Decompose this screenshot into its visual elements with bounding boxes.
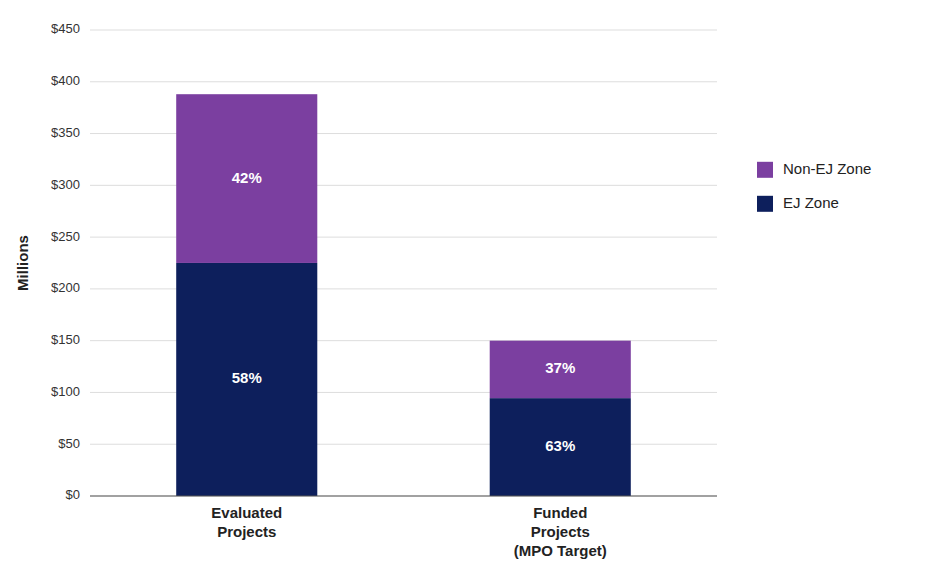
share-label: 42%: [232, 169, 262, 186]
legend-label: EJ Zone: [783, 194, 839, 211]
grid-line: [90, 496, 717, 497]
grid: [90, 30, 717, 496]
y-tick-label: $450: [51, 21, 80, 36]
grid-line: [90, 81, 717, 82]
x-tick-label: FundedProjects(MPO Target): [514, 504, 607, 559]
chart-container: $0 $50 $100 $150 $200 $250 $300 $350 $400 $450 Mil…: [0, 0, 927, 586]
legend-label: Non-EJ Zone: [783, 160, 871, 177]
y-tick-label: $300: [51, 177, 80, 192]
y-axis-label: Millions: [14, 235, 31, 291]
x-tick-label: EvaluatedProjects: [211, 504, 282, 540]
y-tick-label: $200: [51, 280, 80, 295]
bar-segment: [176, 94, 317, 263]
y-tick-label: $350: [51, 125, 80, 140]
share-label: 37%: [545, 359, 575, 376]
chart-svg: $0 $50 $100 $150 $200 $250 $300 $350 $400 $450 Mil…: [0, 0, 927, 586]
y-tick-label: $400: [51, 73, 80, 88]
share-label: 63%: [545, 437, 575, 454]
legend-swatch: [757, 162, 773, 178]
bar-segment: [176, 263, 317, 496]
y-tick-label: $100: [51, 384, 80, 399]
y-tick-label: $250: [51, 229, 80, 244]
bars: [176, 94, 631, 496]
share-label: 58%: [232, 369, 262, 386]
x-axis-line: [90, 496, 717, 497]
data-labels: 58% 63% 42% 37%: [232, 169, 576, 454]
grid-line: [90, 30, 717, 31]
legend-swatch: [757, 196, 773, 212]
y-axis: $0 $50 $100 $150 $200 $250 $300 $350 $400 $450: [51, 21, 80, 502]
bar-segment: [490, 341, 631, 398]
y-tick-label: $0: [66, 487, 80, 502]
legend: Non-EJ Zone EJ Zone: [757, 160, 871, 212]
bar-segment: [490, 398, 631, 496]
y-tick-label: $50: [58, 436, 80, 451]
y-tick-label: $150: [51, 332, 80, 347]
x-axis: EvaluatedProjects FundedProjects(MPO Targ…: [211, 504, 606, 559]
